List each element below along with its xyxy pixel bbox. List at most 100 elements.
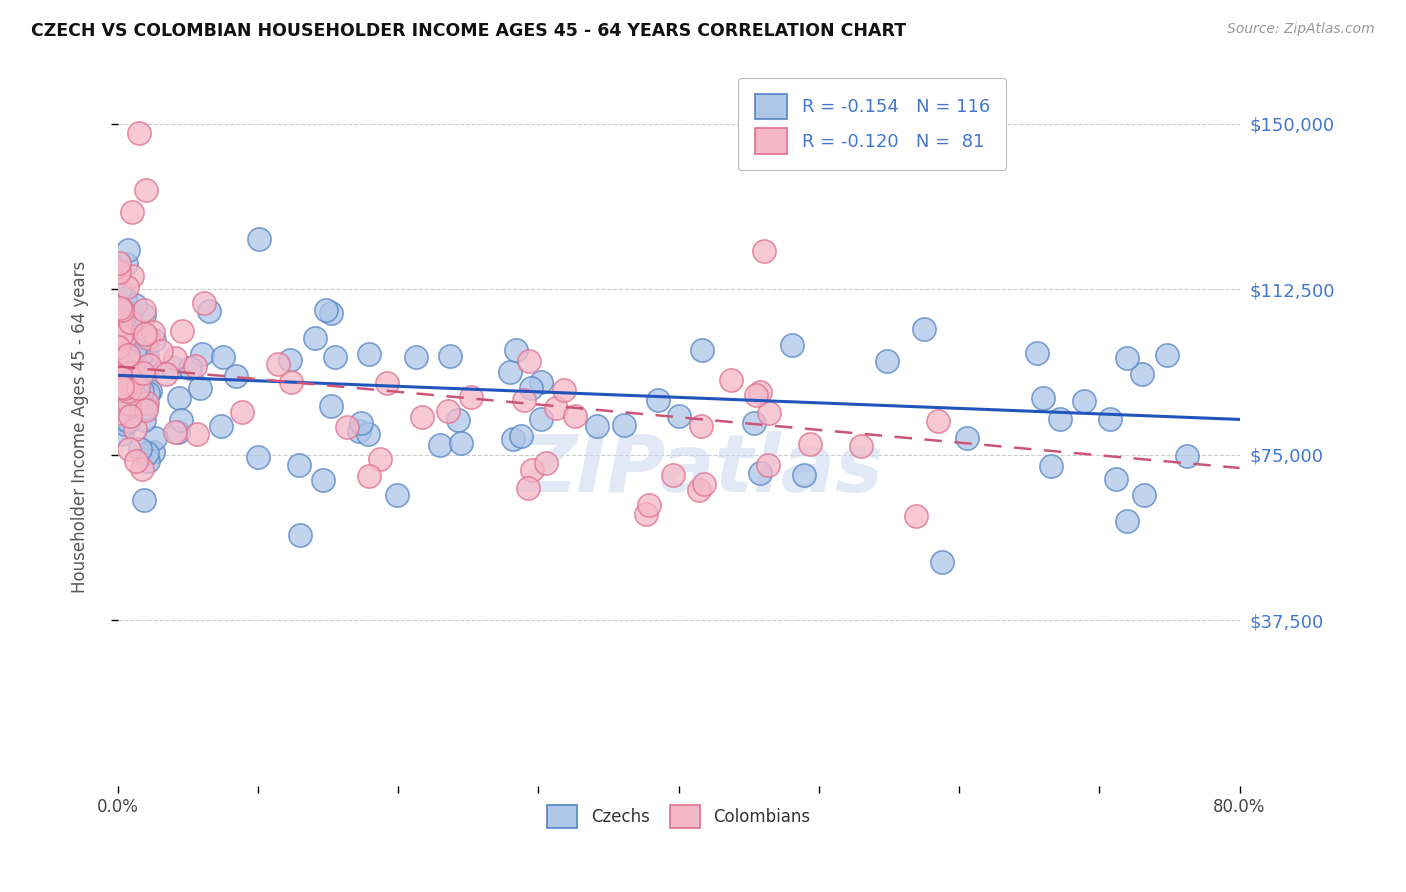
Point [127, 381, 149, 395]
Point [138, 358, 160, 372]
Point [129, 442, 152, 456]
Point [439, 349, 461, 363]
Point [613, 418, 636, 433]
Point [1032, 391, 1054, 405]
Point [111, 327, 134, 342]
Point [321, 306, 343, 320]
Point [132, 308, 155, 322]
Point [111, 380, 134, 394]
Point [744, 416, 766, 430]
Point [131, 401, 153, 416]
Point [520, 382, 543, 396]
Point [585, 419, 607, 434]
Point [460, 390, 482, 404]
Point [114, 330, 136, 344]
Point [510, 429, 533, 443]
Point [912, 322, 935, 336]
Point [1116, 351, 1139, 365]
Point [513, 392, 536, 407]
Point [111, 371, 134, 385]
Point [163, 425, 186, 439]
Point [499, 366, 522, 380]
Point [167, 425, 190, 439]
Legend: Czechs, Colombians: Czechs, Colombians [541, 798, 817, 835]
Point [124, 422, 146, 436]
Point [193, 296, 215, 310]
Point [634, 507, 657, 521]
Point [688, 483, 710, 498]
Point [111, 303, 134, 318]
Point [114, 417, 136, 431]
Point [143, 431, 166, 445]
Point [135, 402, 157, 417]
Point [107, 340, 129, 354]
Point [931, 555, 953, 569]
Point [110, 329, 132, 343]
Text: ZIPatlas: ZIPatlas [519, 431, 883, 509]
Point [429, 438, 451, 452]
Point [108, 256, 131, 270]
Point [876, 354, 898, 368]
Point [505, 343, 527, 358]
Point [517, 354, 540, 368]
Point [745, 388, 768, 402]
Point [756, 458, 779, 472]
Point [124, 330, 146, 344]
Point [209, 419, 232, 434]
Point [108, 301, 131, 315]
Point [117, 373, 139, 387]
Point [1116, 514, 1139, 528]
Point [112, 351, 135, 365]
Point [117, 348, 139, 362]
Point [447, 413, 470, 427]
Point [124, 298, 146, 312]
Point [450, 436, 472, 450]
Point [179, 360, 201, 375]
Point [127, 392, 149, 406]
Point [1099, 412, 1122, 426]
Point [553, 384, 575, 398]
Point [131, 462, 153, 476]
Point [1105, 472, 1128, 486]
Point [131, 384, 153, 398]
Point [114, 381, 136, 395]
Point [546, 401, 568, 415]
Point [136, 330, 159, 344]
Point [125, 454, 148, 468]
Point [115, 359, 138, 374]
Point [107, 387, 129, 401]
Point [851, 439, 873, 453]
Point [662, 468, 685, 483]
Point [107, 345, 129, 359]
Point [136, 454, 159, 468]
Point [110, 427, 132, 442]
Point [304, 331, 326, 345]
Point [111, 354, 134, 368]
Point [135, 395, 157, 409]
Point [564, 409, 586, 423]
Point [114, 291, 136, 305]
Point [720, 373, 742, 387]
Point [799, 437, 821, 451]
Point [129, 349, 152, 363]
Point [690, 419, 713, 434]
Point [1156, 348, 1178, 362]
Point [1049, 412, 1071, 426]
Point [522, 463, 544, 477]
Point [198, 304, 221, 318]
Point [357, 347, 380, 361]
Point [927, 414, 949, 428]
Point [1177, 449, 1199, 463]
Point [142, 333, 165, 347]
Y-axis label: Householder Income Ages 45 - 64 years: Householder Income Ages 45 - 64 years [72, 261, 89, 593]
Point [107, 394, 129, 409]
Point [120, 352, 142, 367]
Point [118, 396, 141, 410]
Point [188, 380, 211, 394]
Point [312, 473, 335, 487]
Point [323, 350, 346, 364]
Point [225, 368, 247, 383]
Point [135, 446, 157, 460]
Point [136, 349, 159, 363]
Point [160, 360, 183, 375]
